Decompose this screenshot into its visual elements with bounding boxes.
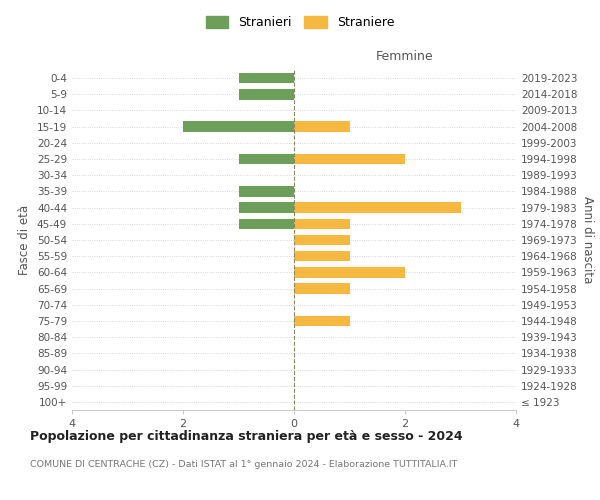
Bar (239, 218, 294, 229)
Bar (239, 186, 294, 196)
Bar (294, 234, 350, 246)
Bar (294, 251, 350, 262)
Text: COMUNE DI CENTRACHE (CZ) - Dati ISTAT al 1° gennaio 2024 - Elaborazione TUTTITAL: COMUNE DI CENTRACHE (CZ) - Dati ISTAT al… (30, 460, 457, 469)
Bar (294, 154, 405, 164)
Bar (294, 218, 350, 229)
Bar (183, 122, 294, 132)
Legend: Stranieri, Straniere: Stranieri, Straniere (201, 11, 399, 34)
Bar (294, 202, 461, 213)
Text: Popolazione per cittadinanza straniera per età e sesso - 2024: Popolazione per cittadinanza straniera p… (30, 430, 463, 443)
Y-axis label: Anni di nascita: Anni di nascita (581, 196, 594, 284)
Bar (294, 316, 350, 326)
Bar (294, 284, 350, 294)
Bar (294, 267, 405, 278)
Bar (239, 89, 294, 100)
Text: Femmine: Femmine (376, 50, 434, 63)
Y-axis label: Fasce di età: Fasce di età (19, 205, 31, 275)
Bar (294, 122, 350, 132)
Bar (239, 73, 294, 84)
Bar (239, 202, 294, 213)
Bar (239, 154, 294, 164)
